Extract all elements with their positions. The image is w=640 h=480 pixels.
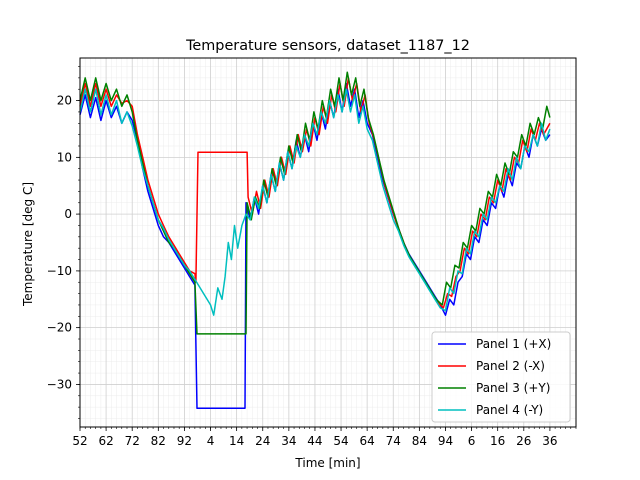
y-tick-label: −20 — [47, 321, 72, 335]
x-tick-label: 26 — [516, 434, 531, 448]
x-tick-label: 6 — [468, 434, 476, 448]
y-tick-label: 10 — [57, 150, 72, 164]
legend-entry-label: Panel 1 (+X) — [476, 337, 551, 351]
x-tick-label: 94 — [438, 434, 453, 448]
x-tick-label: 82 — [151, 434, 166, 448]
x-tick-label: 84 — [412, 434, 427, 448]
legend: Panel 1 (+X) Panel 2 (-X) Panel 3 (+Y) Pane… — [431, 331, 571, 423]
x-tick-label: 92 — [177, 434, 192, 448]
x-tick-label: 36 — [542, 434, 557, 448]
y-axis-label: Temperature [deg C] — [21, 182, 35, 307]
y-tick-label: −10 — [47, 264, 72, 278]
x-tick-label: 16 — [490, 434, 505, 448]
series-line-4 — [79, 88, 551, 316]
x-tick-label: 62 — [98, 434, 113, 448]
legend-entry-label: Panel 2 (-X) — [476, 359, 545, 373]
series-line-3 — [79, 71, 551, 335]
chart-title: Temperature sensors, dataset_1187_12 — [185, 38, 470, 54]
series-lines — [79, 71, 551, 410]
x-tick-label: 4 — [207, 434, 215, 448]
x-tick-label: 54 — [333, 434, 348, 448]
grid — [79, 58, 577, 427]
x-tick-label: 14 — [229, 434, 244, 448]
axis-ticks: 52 62 72 82 92 4 14 24 34 44 54 64 74 84 94 6 16 26 36 −30 −… — [47, 66, 577, 448]
x-tick-label: 64 — [360, 434, 375, 448]
legend-box — [431, 331, 571, 423]
x-tick-label: 72 — [125, 434, 140, 448]
x-tick-label: 44 — [307, 434, 322, 448]
legend-entry-label: Panel 3 (+Y) — [476, 381, 550, 395]
plot-frame — [79, 57, 577, 428]
x-tick-label: 24 — [255, 434, 270, 448]
x-axis-label: Time [min] — [294, 456, 360, 470]
x-tick-label: 74 — [386, 434, 401, 448]
legend-entry-label: Panel 4 (-Y) — [476, 403, 543, 417]
y-tick-label: 20 — [57, 94, 72, 108]
x-tick-label: 34 — [281, 434, 296, 448]
y-tick-label: −30 — [47, 377, 72, 391]
x-tick-label: 52 — [72, 434, 87, 448]
y-tick-label: 0 — [64, 207, 72, 221]
